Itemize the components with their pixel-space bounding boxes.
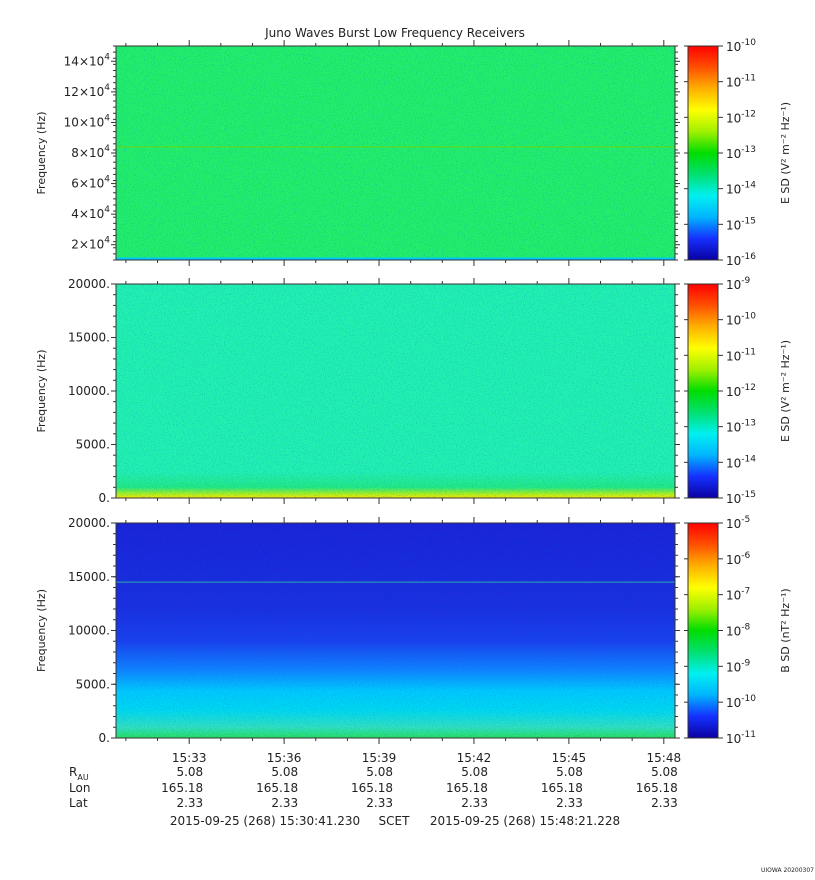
ephemeris-value: 165.18 — [636, 781, 678, 795]
ephemeris-value: 2.33 — [366, 796, 393, 810]
y-axis-label: Frequency (Hz) — [35, 112, 48, 195]
y-tick-label: 20000. — [68, 516, 110, 530]
colorbar-tick-label: 10-16 — [726, 252, 756, 268]
ephemeris-value: 2.33 — [461, 796, 488, 810]
colorbar-tick-label: 10-11 — [726, 74, 756, 90]
ephemeris-value: 2.33 — [556, 796, 583, 810]
time-range-frame: SCET — [379, 814, 411, 828]
x-tick-label: 15:48 — [647, 751, 682, 765]
colorbar-tick-label: 10-12 — [726, 383, 756, 399]
x-tick-label: 15:33 — [172, 751, 207, 765]
ephemeris-value: 2.33 — [176, 796, 203, 810]
spectrogram-noise — [116, 523, 675, 738]
spectrogram-panel-bottom: 0. 5000. 10000. 15000. 20000. Frequency (Hz) 1… — [35, 515, 792, 746]
y-tick-label: 5000. — [76, 677, 110, 691]
colorbar-tick-label: 10-5 — [726, 515, 750, 531]
ephemeris-label: Lon — [69, 781, 90, 795]
y-axis-label: Frequency (Hz) — [35, 350, 48, 433]
y-tick-label: 20000. — [68, 277, 110, 291]
colorbar-tick-label: 10-7 — [726, 587, 750, 603]
spectrogram-noise — [116, 284, 675, 498]
y-tick-label: 15000. — [68, 331, 110, 345]
y-tick-label: 10000. — [68, 384, 110, 398]
ephemeris-table: RAU 5.08 5.08 5.08 5.08 5.08 5.08 Lon 165.18 165.… — [69, 765, 678, 810]
colorbar-tick-label: 10-13 — [726, 145, 756, 161]
colorbar-tick-label: 10-9 — [726, 658, 751, 674]
colorbar-tick-label: 10-12 — [726, 109, 756, 125]
ephemeris-value: 165.18 — [351, 781, 393, 795]
colorbar-gradient — [687, 283, 719, 499]
colorbar-tick-label: 10-10 — [726, 312, 756, 328]
colorbar-tick-label: 10-6 — [726, 551, 751, 567]
colorbar-tick-label: 10-8 — [726, 623, 751, 639]
colorbar: 10-5 10-6 10-7 10-8 10-9 10-10 10-11 B SD (nT² … — [684, 515, 792, 746]
colorbar: 10-10 10-11 10-12 10-13 10-14 10-15 10-16 E SD … — [684, 38, 792, 268]
y-tick-label: 14×104 — [64, 52, 111, 68]
colorbar-tick-label: 10-9 — [726, 276, 751, 292]
colorbar-label: E SD (V² m⁻² Hz⁻¹) — [779, 340, 792, 442]
colorbar-label: E SD (V² m⁻² Hz⁻¹) — [779, 102, 792, 204]
ephemeris-value: 2.33 — [271, 796, 298, 810]
colorbar-gradient — [687, 45, 719, 261]
x-axis: 15:33 15:36 15:39 15:42 15:45 15:48 — [172, 751, 681, 765]
ephemeris-value: 165.18 — [541, 781, 583, 795]
colorbar-tick-label: 10-15 — [726, 216, 756, 232]
panels: 2×104 4×104 6×104 8×104 10×104 12×104 14×104 Fr… — [35, 38, 792, 746]
spectrogram-panel-top: 2×104 4×104 6×104 8×104 10×104 12×104 14×104 Fr… — [35, 38, 792, 268]
colorbar-tick-label: 10-10 — [726, 694, 756, 710]
time-range-end: 2015-09-25 (268) 15:48:21.228 — [430, 814, 620, 828]
ephemeris-value: 5.08 — [366, 765, 393, 779]
ephemeris-value: 5.08 — [461, 765, 488, 779]
spectrogram-panel-middle: 0. 5000. 10000. 15000. 20000. Frequency (Hz) 1… — [35, 276, 792, 506]
credit-label: UIOWA 20200307 — [761, 867, 814, 874]
y-tick-label: 12×104 — [64, 83, 111, 99]
colorbar-tick-label: 10-14 — [726, 454, 756, 470]
colorbar-tick-label: 10-10 — [726, 38, 756, 54]
colorbar-tick-label: 10-13 — [726, 419, 756, 435]
plot-title: Juno Waves Burst Low Frequency Receivers — [264, 26, 525, 40]
y-tick-label: 0. — [99, 491, 110, 505]
ephemeris-label: RAU — [69, 765, 89, 782]
colorbar-tick-label: 10-15 — [726, 490, 756, 506]
ephemeris-value: 165.18 — [256, 781, 298, 795]
y-tick-label: 4×104 — [71, 205, 110, 221]
y-tick-label: 2×104 — [71, 236, 110, 252]
x-tick-label: 15:36 — [267, 751, 302, 765]
colorbar-tick-label: 10-11 — [726, 347, 756, 363]
y-tick-label: 15000. — [68, 570, 110, 584]
ephemeris-row: RAU 5.08 5.08 5.08 5.08 5.08 5.08 — [69, 765, 678, 782]
y-tick-label: 10×104 — [64, 113, 111, 129]
ephemeris-value: 5.08 — [271, 765, 298, 779]
ephemeris-label: Lat — [69, 796, 88, 810]
ephemeris-value: 5.08 — [556, 765, 583, 779]
y-tick-label: 6×104 — [71, 175, 110, 191]
colorbar-tick-label: 10-11 — [726, 730, 756, 746]
x-tick-label: 15:39 — [362, 751, 397, 765]
ephemeris-value: 5.08 — [651, 765, 678, 779]
ephemeris-row: Lat 2.33 2.33 2.33 2.33 2.33 2.33 — [69, 796, 678, 810]
spectrogram-noise — [116, 46, 675, 260]
colorbar: 10-9 10-10 10-11 10-12 10-13 10-14 10-15 E SD (… — [684, 276, 792, 506]
colorbar-gradient — [687, 522, 719, 739]
ephemeris-row: Lon 165.18 165.18 165.18 165.18 165.18 165.18 — [69, 781, 678, 795]
x-tick-label: 15:45 — [552, 751, 587, 765]
y-tick-label: 8×104 — [71, 144, 110, 160]
time-range-start: 2015-09-25 (268) 15:30:41.230 — [170, 814, 360, 828]
y-axis-label: Frequency (Hz) — [35, 589, 48, 672]
ephemeris-value: 2.33 — [651, 796, 678, 810]
x-tick-label: 15:42 — [457, 751, 492, 765]
ephemeris-value: 165.18 — [161, 781, 203, 795]
ephemeris-value: 5.08 — [176, 765, 203, 779]
colorbar-label: B SD (nT² Hz⁻¹) — [779, 588, 792, 672]
ephemeris-value: 165.18 — [446, 781, 488, 795]
y-tick-label: 10000. — [68, 624, 110, 638]
y-tick-label: 0. — [99, 731, 110, 745]
y-tick-label: 5000. — [76, 438, 110, 452]
colorbar-tick-label: 10-14 — [726, 181, 756, 197]
